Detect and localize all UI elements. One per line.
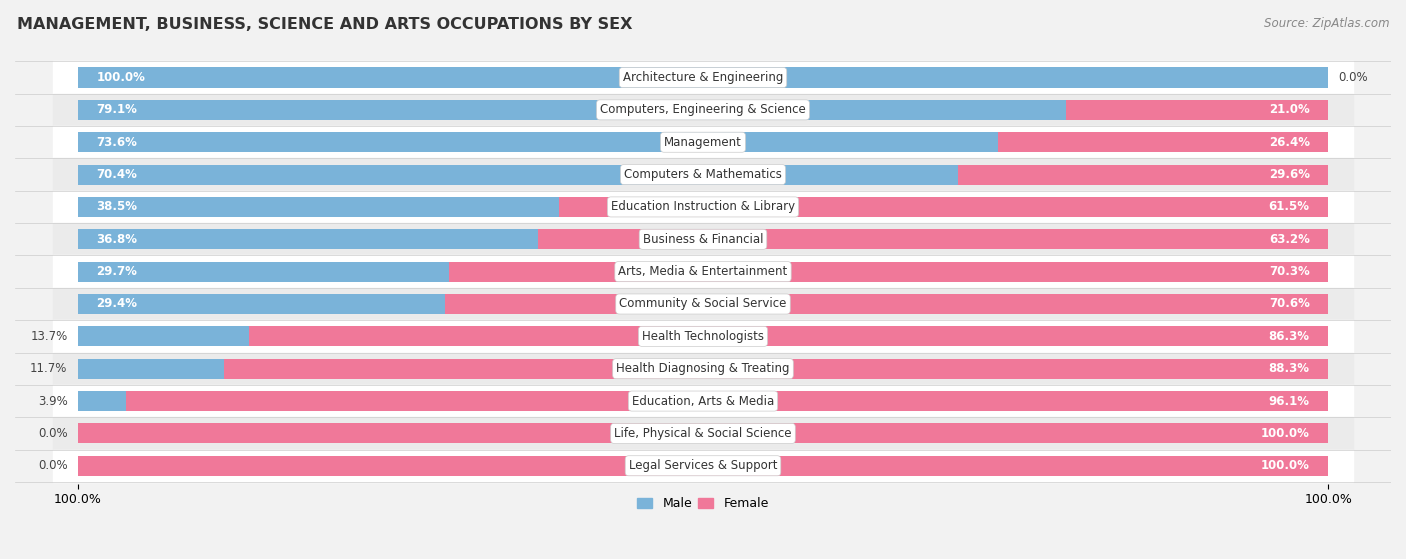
Text: 70.3%: 70.3% (1270, 265, 1310, 278)
Text: 26.4%: 26.4% (1268, 136, 1310, 149)
Text: Source: ZipAtlas.com: Source: ZipAtlas.com (1264, 17, 1389, 30)
Text: Computers & Mathematics: Computers & Mathematics (624, 168, 782, 181)
Text: 3.9%: 3.9% (38, 395, 67, 408)
Bar (52, 385, 1354, 417)
Legend: Male, Female: Male, Female (633, 492, 773, 515)
Bar (446, 294, 1329, 314)
Text: 29.6%: 29.6% (1268, 168, 1310, 181)
Bar (52, 158, 1354, 191)
Bar (77, 164, 957, 184)
Text: Arts, Media & Entertainment: Arts, Media & Entertainment (619, 265, 787, 278)
Bar (77, 391, 127, 411)
Text: Education, Arts & Media: Education, Arts & Media (631, 395, 775, 408)
Bar (77, 197, 560, 217)
Bar (52, 353, 1354, 385)
Text: 61.5%: 61.5% (1268, 201, 1310, 214)
Text: Management: Management (664, 136, 742, 149)
Text: Community & Social Service: Community & Social Service (619, 297, 787, 310)
Bar (77, 294, 446, 314)
Bar (52, 417, 1354, 449)
Bar (52, 449, 1354, 482)
Text: 96.1%: 96.1% (1268, 395, 1310, 408)
Text: 86.3%: 86.3% (1268, 330, 1310, 343)
Text: 29.7%: 29.7% (96, 265, 138, 278)
Text: 79.1%: 79.1% (96, 103, 138, 116)
Bar (52, 288, 1354, 320)
Bar (1066, 100, 1329, 120)
Text: Architecture & Engineering: Architecture & Engineering (623, 71, 783, 84)
Bar (52, 126, 1354, 158)
Bar (449, 262, 1329, 282)
Text: Life, Physical & Social Science: Life, Physical & Social Science (614, 427, 792, 440)
Text: 29.4%: 29.4% (96, 297, 138, 310)
Bar (77, 456, 1329, 476)
Text: MANAGEMENT, BUSINESS, SCIENCE AND ARTS OCCUPATIONS BY SEX: MANAGEMENT, BUSINESS, SCIENCE AND ARTS O… (17, 17, 633, 32)
Bar (52, 320, 1354, 353)
Text: 0.0%: 0.0% (38, 459, 67, 472)
Bar (957, 164, 1329, 184)
Bar (52, 94, 1354, 126)
Bar (52, 191, 1354, 223)
Text: Health Technologists: Health Technologists (643, 330, 763, 343)
Bar (52, 255, 1354, 288)
Text: 70.6%: 70.6% (1268, 297, 1310, 310)
Text: 63.2%: 63.2% (1268, 233, 1310, 246)
Text: 88.3%: 88.3% (1268, 362, 1310, 375)
Bar (249, 326, 1329, 347)
Bar (560, 197, 1329, 217)
Text: Education Instruction & Library: Education Instruction & Library (612, 201, 794, 214)
Bar (77, 100, 1067, 120)
Bar (52, 61, 1354, 94)
Bar (77, 423, 1329, 443)
Text: 73.6%: 73.6% (96, 136, 138, 149)
Bar (224, 359, 1329, 379)
Bar (538, 229, 1329, 249)
Text: Health Diagnosing & Treating: Health Diagnosing & Treating (616, 362, 790, 375)
Text: 21.0%: 21.0% (1270, 103, 1310, 116)
Bar (77, 359, 224, 379)
Text: 100.0%: 100.0% (96, 71, 145, 84)
Bar (77, 326, 249, 347)
Bar (52, 223, 1354, 255)
Bar (998, 132, 1329, 152)
Text: 70.4%: 70.4% (96, 168, 138, 181)
Text: 0.0%: 0.0% (1339, 71, 1368, 84)
Text: 13.7%: 13.7% (31, 330, 67, 343)
Text: Computers, Engineering & Science: Computers, Engineering & Science (600, 103, 806, 116)
Text: 38.5%: 38.5% (96, 201, 138, 214)
Text: 0.0%: 0.0% (38, 427, 67, 440)
Bar (77, 229, 538, 249)
Bar (77, 262, 449, 282)
Bar (77, 68, 1329, 88)
Text: 11.7%: 11.7% (30, 362, 67, 375)
Text: Business & Financial: Business & Financial (643, 233, 763, 246)
Text: 36.8%: 36.8% (96, 233, 138, 246)
Text: 100.0%: 100.0% (1261, 459, 1310, 472)
Text: 100.0%: 100.0% (1261, 427, 1310, 440)
Bar (127, 391, 1329, 411)
Text: Legal Services & Support: Legal Services & Support (628, 459, 778, 472)
Bar (77, 132, 998, 152)
